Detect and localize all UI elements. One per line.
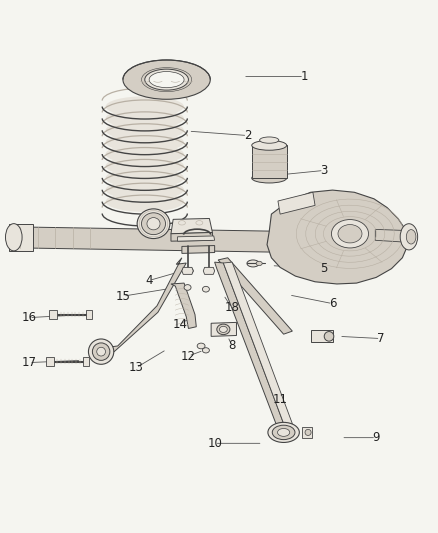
Polygon shape (182, 268, 193, 274)
Ellipse shape (252, 173, 287, 183)
Polygon shape (267, 190, 409, 284)
Polygon shape (203, 268, 215, 274)
Ellipse shape (278, 429, 290, 437)
Ellipse shape (92, 343, 110, 360)
Ellipse shape (197, 343, 205, 349)
Ellipse shape (106, 96, 184, 117)
Polygon shape (171, 219, 212, 234)
Ellipse shape (147, 217, 160, 230)
Polygon shape (252, 146, 287, 178)
Polygon shape (46, 357, 54, 366)
Text: 1: 1 (300, 70, 308, 83)
Ellipse shape (332, 220, 368, 248)
Ellipse shape (219, 326, 227, 333)
Text: 6: 6 (329, 297, 336, 310)
Ellipse shape (256, 261, 262, 265)
Ellipse shape (141, 213, 166, 235)
Text: 16: 16 (21, 311, 37, 324)
Polygon shape (83, 357, 89, 366)
Text: 3: 3 (320, 164, 328, 177)
Text: 13: 13 (129, 361, 144, 374)
Polygon shape (302, 427, 311, 438)
Polygon shape (171, 232, 212, 241)
Text: 12: 12 (181, 350, 196, 362)
Text: 15: 15 (116, 290, 131, 303)
Ellipse shape (268, 422, 299, 442)
Text: 9: 9 (372, 431, 380, 444)
Text: 14: 14 (172, 318, 187, 330)
Polygon shape (278, 192, 315, 214)
Ellipse shape (252, 141, 287, 150)
Ellipse shape (123, 60, 210, 99)
Ellipse shape (247, 260, 259, 267)
Ellipse shape (217, 324, 230, 335)
Ellipse shape (324, 332, 334, 341)
Ellipse shape (145, 69, 188, 90)
Ellipse shape (106, 156, 184, 176)
Ellipse shape (202, 286, 209, 292)
Polygon shape (177, 236, 215, 241)
Polygon shape (86, 310, 92, 319)
Polygon shape (98, 258, 186, 354)
Ellipse shape (106, 132, 184, 152)
Ellipse shape (88, 339, 114, 364)
Polygon shape (223, 262, 292, 426)
Text: 10: 10 (207, 437, 222, 450)
Polygon shape (171, 283, 196, 328)
Ellipse shape (185, 268, 193, 274)
Text: 11: 11 (272, 393, 288, 406)
Text: 5: 5 (320, 262, 328, 275)
Ellipse shape (305, 430, 311, 435)
Ellipse shape (106, 180, 184, 200)
Polygon shape (211, 322, 237, 336)
Ellipse shape (196, 221, 203, 225)
Ellipse shape (400, 224, 418, 250)
Ellipse shape (272, 425, 295, 440)
Ellipse shape (106, 167, 184, 188)
Polygon shape (218, 258, 292, 334)
Ellipse shape (178, 221, 185, 225)
Ellipse shape (106, 120, 184, 141)
Text: 4: 4 (145, 274, 153, 287)
Ellipse shape (106, 108, 184, 128)
Ellipse shape (137, 209, 170, 239)
Text: 8: 8 (228, 340, 236, 352)
Polygon shape (311, 330, 332, 343)
Ellipse shape (97, 348, 106, 356)
Ellipse shape (202, 348, 209, 353)
Ellipse shape (6, 224, 22, 251)
Polygon shape (10, 227, 272, 252)
Text: 2: 2 (244, 129, 251, 142)
Ellipse shape (106, 191, 184, 212)
Polygon shape (182, 246, 215, 253)
Polygon shape (10, 224, 33, 251)
Text: 18: 18 (225, 302, 240, 314)
Polygon shape (49, 310, 57, 319)
Polygon shape (375, 229, 411, 243)
Ellipse shape (406, 230, 416, 244)
Polygon shape (215, 262, 285, 429)
Ellipse shape (260, 137, 279, 143)
Ellipse shape (338, 224, 362, 243)
Text: 17: 17 (21, 356, 37, 369)
Ellipse shape (149, 71, 184, 88)
Ellipse shape (106, 144, 184, 164)
Text: 7: 7 (377, 332, 384, 345)
Ellipse shape (184, 285, 191, 290)
